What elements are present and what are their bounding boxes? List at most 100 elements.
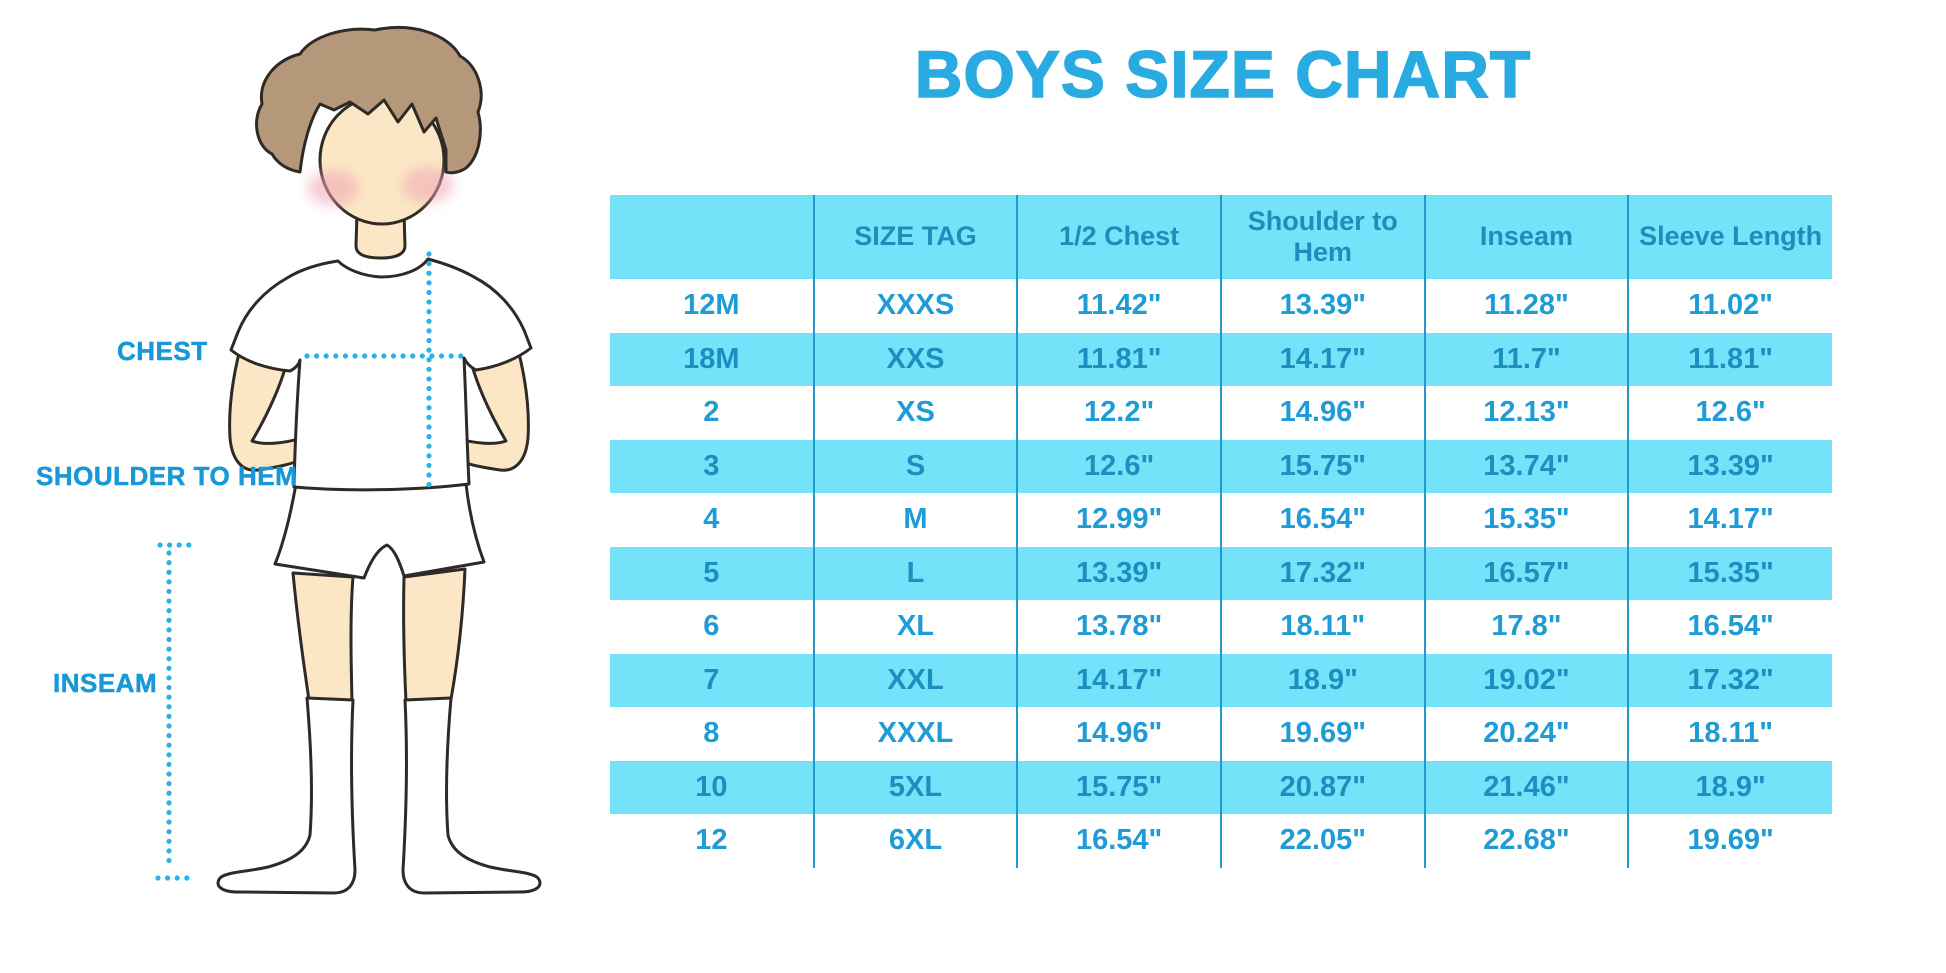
measurement-cell: 13.74": [1423, 439, 1629, 493]
table-row: 10 5XL 15.75" 20.87" 21.46" 18.9": [610, 760, 1832, 814]
measurement-cell: 17.32": [1219, 546, 1425, 600]
measurement-cell: 5XL: [812, 760, 1018, 814]
right-leg: [402, 567, 467, 704]
measurement-cell: 14.17": [1219, 332, 1425, 386]
size-table: SIZE TAG 1/2 Chest Shoulder to Hem Inseam Sl…: [610, 195, 1832, 868]
chart-panel: BOYS SIZE CHART SIZE TAG 1/2 Chest Shoulde…: [608, 0, 1838, 973]
measurement-cell: 12.99": [1016, 493, 1221, 547]
measurement-cell: XL: [812, 600, 1018, 654]
measurement-cell: 6XL: [812, 814, 1018, 868]
measurement-cell: 11.42": [1016, 279, 1221, 333]
size-label-cell: 7: [610, 653, 814, 707]
table-row: 8 XXXL 14.96" 19.69" 20.24" 18.11": [610, 707, 1832, 761]
measurement-cell: 15.35": [1627, 546, 1832, 600]
measurement-cell: 14.96": [1219, 386, 1425, 440]
corner-header: [610, 195, 814, 279]
table-row: 18M XXS 11.81" 14.17" 11.7" 11.81": [610, 332, 1832, 386]
size-label-cell: 10: [610, 760, 814, 814]
measurement-cell: XXS: [812, 332, 1018, 386]
table-row: 4 M 12.99" 16.54" 15.35" 14.17": [610, 493, 1832, 547]
measurement-diagram: CHEST SHOULDER TO HEM INSEAM: [0, 0, 608, 973]
measurement-cell: 18.9": [1219, 653, 1425, 707]
right-sock: [401, 696, 542, 895]
measurement-cell: 17.8": [1423, 600, 1629, 654]
measurement-cell: 16.54": [1627, 600, 1832, 654]
measurement-cell: 22.68": [1423, 814, 1629, 868]
measurement-cell: 18.9": [1627, 760, 1832, 814]
size-table-body: 12M XXXS 11.42" 13.39" 11.28" 11.02" 18M XXS 11.…: [610, 279, 1832, 868]
measurement-cell: 14.96": [1016, 707, 1221, 761]
shorts: [273, 482, 486, 580]
measurement-cell: 19.02": [1423, 653, 1629, 707]
measurement-cell: 16.57": [1423, 546, 1629, 600]
measurement-cell: 13.39": [1627, 439, 1832, 493]
measurement-cell: 14.17": [1016, 653, 1221, 707]
header-row: SIZE TAG 1/2 Chest Shoulder to Hem Inseam Sl…: [610, 195, 1832, 279]
measurement-cell: 11.7": [1423, 332, 1629, 386]
table-row: 7 XXL 14.17" 18.9" 19.02" 17.32": [610, 653, 1832, 707]
measurement-cell: 12.2": [1016, 386, 1221, 440]
table-row: 12 6XL 16.54" 22.05" 22.68" 19.69": [610, 814, 1832, 868]
measurement-cell: 18.11": [1219, 600, 1425, 654]
measurement-cell: 17.32": [1627, 653, 1832, 707]
table-row: 5 L 13.39" 17.32" 16.57" 15.35": [610, 546, 1832, 600]
measurement-cell: XXXS: [812, 279, 1018, 333]
left-sock: [216, 696, 357, 895]
measurement-cell: 15.75": [1016, 760, 1221, 814]
size-label-cell: 12M: [683, 289, 740, 322]
size-label-cell: 18M: [610, 332, 814, 386]
measurement-cell: XXL: [812, 653, 1018, 707]
measurement-cell: 16.54": [1219, 493, 1425, 547]
measurement-cell: 11.02": [1627, 279, 1832, 333]
tshirt: [229, 257, 533, 492]
right-cheek: [402, 167, 454, 203]
size-label-cell: 2: [703, 396, 720, 429]
size-label-cell: 6: [703, 610, 720, 643]
measurement-cell: 19.69": [1627, 814, 1832, 868]
measurement-cell: 16.54": [1016, 814, 1221, 868]
boy-illustration: [155, 26, 542, 895]
measurement-cell: 12.6": [1627, 386, 1832, 440]
left-leg: [291, 571, 355, 704]
size-label-cell: 4: [703, 503, 720, 536]
column-header: 1/2 Chest: [1016, 195, 1221, 279]
table-row: 3 S 12.6" 15.75" 13.74" 13.39": [610, 439, 1832, 493]
measurement-cell: 22.05": [1219, 814, 1425, 868]
column-header: Shoulder to Hem: [1219, 195, 1425, 279]
size-label-cell: 12: [695, 824, 728, 857]
inseam-label: INSEAM: [53, 668, 158, 699]
measurement-cell: 15.75": [1219, 439, 1425, 493]
column-header: Inseam: [1423, 195, 1629, 279]
measurement-cell: 12.6": [1016, 439, 1221, 493]
measurement-cell: 11.28": [1423, 279, 1629, 333]
left-cheek: [307, 170, 359, 206]
boy-hair: [255, 26, 483, 175]
measurement-cell: 20.87": [1219, 760, 1425, 814]
measurement-cell: L: [812, 546, 1018, 600]
measurement-cell: 13.39": [1219, 279, 1425, 333]
table-row: 12M XXXS 11.42" 13.39" 11.28" 11.02": [610, 279, 1832, 333]
column-header: Sleeve Length: [1627, 195, 1832, 279]
page-title: BOYS SIZE CHART: [914, 36, 1532, 112]
measurement-cell: 19.69": [1219, 707, 1425, 761]
column-header: SIZE TAG: [812, 195, 1018, 279]
measurement-cell: 11.81": [1627, 332, 1832, 386]
measurement-cell: 12.13": [1423, 386, 1629, 440]
measurement-cell: 13.39": [1016, 546, 1221, 600]
chest-label: CHEST: [117, 336, 208, 367]
size-label-cell: 3: [610, 439, 814, 493]
size-label-cell: 5: [610, 546, 814, 600]
measurement-cell: 14.17": [1627, 493, 1832, 547]
measurement-cell: XS: [812, 386, 1018, 440]
table-row: 6 XL 13.78" 18.11" 17.8" 16.54": [610, 600, 1832, 654]
measurement-cell: 11.81": [1016, 332, 1221, 386]
measurement-cell: M: [812, 493, 1018, 547]
size-label-cell: 8: [703, 717, 720, 750]
size-table-head: SIZE TAG 1/2 Chest Shoulder to Hem Inseam Sl…: [610, 195, 1832, 279]
measurement-cell: 15.35": [1423, 493, 1629, 547]
measurement-cell: XXXL: [812, 707, 1018, 761]
measurement-cell: 21.46": [1423, 760, 1629, 814]
measurement-cell: S: [812, 439, 1018, 493]
table-row: 2 XS 12.2" 14.96" 12.13" 12.6": [610, 386, 1832, 440]
